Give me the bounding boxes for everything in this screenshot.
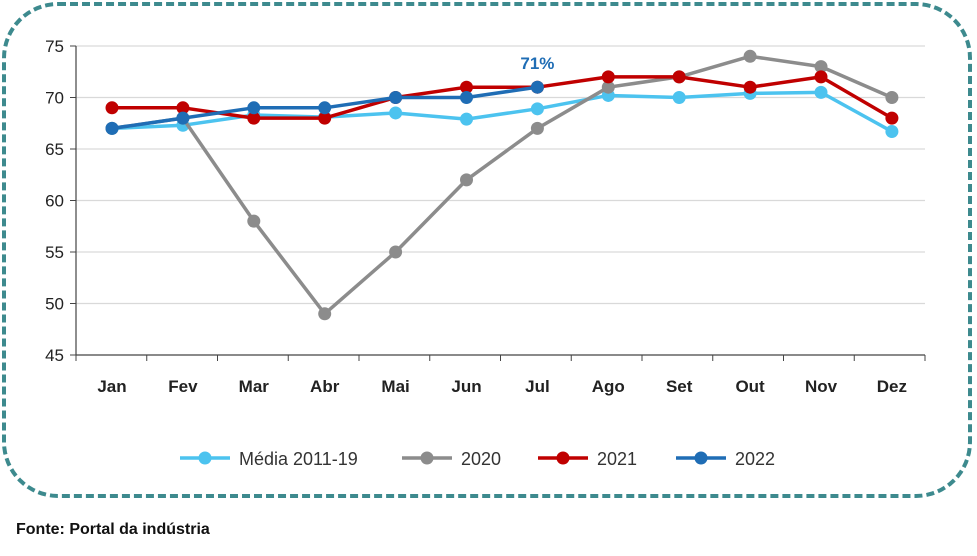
series-line xyxy=(110,54,894,316)
series xyxy=(105,49,899,321)
annotations: 71% xyxy=(520,54,554,73)
y-tick-label: 55 xyxy=(45,243,64,262)
data-point xyxy=(601,80,615,94)
source-note: Fonte: Portal da indústria xyxy=(16,521,210,538)
legend-item: 2020 xyxy=(402,449,501,469)
data-point xyxy=(460,91,473,104)
chart-frame xyxy=(2,2,972,498)
data-point xyxy=(318,307,332,321)
data-point xyxy=(247,101,261,115)
y-tick-label: 70 xyxy=(45,89,64,108)
data-point xyxy=(460,112,473,126)
data-point xyxy=(814,85,828,99)
data-point xyxy=(672,70,686,84)
data-point xyxy=(672,91,686,104)
legend-swatch-marker xyxy=(198,451,212,465)
data-point xyxy=(885,111,899,125)
data-point xyxy=(389,245,403,259)
data-point xyxy=(389,91,403,104)
y-tick-label: 60 xyxy=(45,192,64,211)
axes xyxy=(70,45,926,361)
y-tick-label: 50 xyxy=(45,295,64,314)
legend-label: Média 2011-19 xyxy=(239,449,358,469)
legend-label: 2022 xyxy=(735,449,775,469)
x-tick-label: Mar xyxy=(239,377,270,396)
x-tick-label: Abr xyxy=(310,377,340,396)
data-point xyxy=(318,101,332,115)
legend-swatch-marker xyxy=(694,451,708,465)
x-tick-label: Set xyxy=(666,377,693,396)
x-tick-label: Jan xyxy=(97,377,126,396)
y-tick-label: 75 xyxy=(45,37,64,56)
data-label: 71% xyxy=(520,54,554,73)
data-point xyxy=(460,80,473,94)
data-point xyxy=(885,124,899,138)
data-point xyxy=(530,80,544,94)
series xyxy=(105,80,544,135)
x-tick-label: Dez xyxy=(877,377,907,396)
data-point xyxy=(105,121,119,135)
x-tick-label: Jul xyxy=(525,377,550,396)
data-point xyxy=(601,70,615,84)
legend-item: Média 2011-19 xyxy=(180,449,358,469)
data-point xyxy=(814,70,828,84)
data-point xyxy=(247,111,261,125)
data-point xyxy=(176,101,190,115)
y-tick-label: 65 xyxy=(45,140,64,159)
x-tick-labels: Jan Fev Mar Abr Mai Jun Jul Ago Set Out Nov Dez xyxy=(97,377,907,396)
y-tick-labels: 45 50 55 60 65 70 75 xyxy=(45,37,64,365)
data-point xyxy=(105,101,119,115)
data-point xyxy=(530,121,544,135)
data-point xyxy=(530,102,544,116)
line-chart: 45 50 55 60 65 70 75 Jan Fev Mar Abr Mai Jun Jul Ago S… xyxy=(45,37,926,469)
legend: Média 2011-19 2020 2021 2022 xyxy=(180,449,775,469)
x-tick-label: Nov xyxy=(805,377,838,396)
data-point xyxy=(743,80,757,94)
x-tick-label: Ago xyxy=(592,377,625,396)
legend-label: 2020 xyxy=(461,449,501,469)
gridlines xyxy=(76,45,925,305)
y-tick-label: 45 xyxy=(45,346,64,365)
x-tick-label: Fev xyxy=(168,377,198,396)
x-tick-label: Jun xyxy=(451,377,481,396)
data-point xyxy=(885,91,899,104)
series-line xyxy=(110,75,894,120)
data-point xyxy=(389,106,403,120)
legend-label: 2021 xyxy=(597,449,637,469)
data-point xyxy=(743,49,757,63)
data-point xyxy=(247,214,261,228)
legend-item: 2022 xyxy=(676,449,775,469)
data-point xyxy=(176,111,190,125)
x-tick-label: Out xyxy=(735,377,765,396)
data-point xyxy=(318,111,332,125)
x-tick-label: Mai xyxy=(381,377,409,396)
legend-item: 2021 xyxy=(538,449,637,469)
legend-swatch-marker xyxy=(556,451,570,465)
series-lines xyxy=(105,49,899,321)
legend-swatch-marker xyxy=(420,451,434,465)
data-point xyxy=(460,173,473,187)
data-point xyxy=(814,60,828,74)
